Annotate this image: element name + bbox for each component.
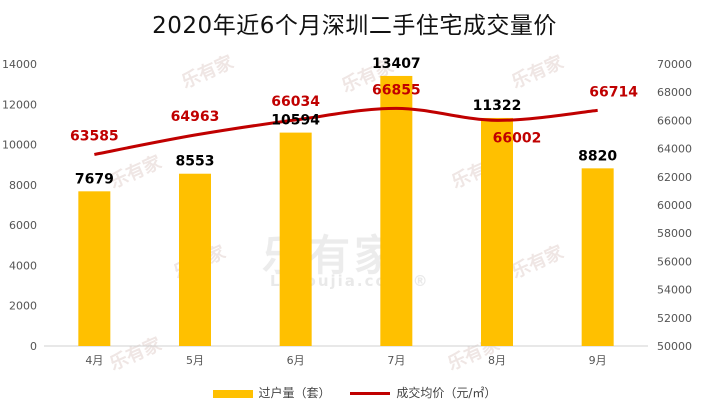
x-tick-label: 5月 (186, 354, 204, 367)
left-y-tick-label: 8000 (9, 179, 37, 192)
left-y-axis: 0 2000 4000 6000 8000 10000 12000 14000 (2, 58, 37, 353)
bar-value-label: 7679 (75, 171, 114, 187)
left-y-tick-label: 4000 (9, 259, 37, 272)
left-y-tick-label: 6000 (9, 219, 37, 232)
bar (279, 132, 312, 346)
x-tick-label: 9月 (589, 354, 607, 367)
chart-title: 2020年近6个月深圳二手住宅成交量价 (152, 13, 557, 39)
line-value-label: 66034 (271, 94, 320, 110)
bar-value-label: 11322 (473, 98, 522, 114)
right-y-tick-label: 56000 (657, 255, 692, 268)
bar (179, 173, 211, 346)
x-tick-label: 8月 (488, 354, 506, 367)
line-value-label: 66714 (589, 84, 638, 100)
right-y-tick-label: 64000 (657, 143, 692, 156)
bar-series (78, 75, 614, 347)
line-value-label: 64963 (171, 109, 220, 125)
legend-swatch-line (350, 392, 391, 395)
x-tick-label: 6月 (287, 354, 305, 367)
legend-swatch-bar (212, 389, 253, 398)
right-y-tick-label: 62000 (657, 171, 692, 184)
right-y-tick-label: 50000 (657, 340, 692, 353)
left-y-tick-label: 14000 (2, 58, 37, 71)
right-y-tick-label: 68000 (657, 86, 692, 99)
bar-value-label: 13407 (372, 56, 421, 72)
x-tick-label: 4月 (85, 354, 103, 367)
line-value-label: 66002 (493, 130, 542, 146)
bar-value-label: 10594 (271, 113, 320, 129)
bar-value-label: 8820 (578, 148, 617, 164)
right-y-tick-label: 58000 (657, 227, 692, 240)
left-y-tick-label: 12000 (2, 98, 37, 111)
bar (481, 117, 513, 347)
bar-data-labels: 7679 8553 10594 13407 11322 8820 (75, 56, 618, 187)
left-y-tick-label: 2000 (9, 300, 37, 313)
right-y-tick-label: 54000 (657, 284, 692, 297)
bar-value-label: 8553 (176, 154, 215, 170)
legend-label-line: 成交均价（元/㎡） (396, 386, 497, 400)
line-value-label: 63585 (70, 128, 119, 144)
right-y-tick-label: 70000 (657, 58, 692, 71)
left-y-tick-label: 0 (30, 340, 37, 353)
left-y-tick-label: 10000 (2, 139, 37, 152)
right-y-axis: 50000 52000 54000 56000 58000 60000 62000 64000… (657, 58, 692, 353)
x-axis: 4月 5月 6月 7月 8月 9月 (85, 354, 606, 367)
legend: 过户量（套） 成交均价（元/㎡） (0, 384, 709, 401)
right-y-tick-label: 66000 (657, 114, 692, 127)
right-y-tick-label: 52000 (657, 312, 692, 325)
legend-item-line: 成交均价（元/㎡） (350, 384, 496, 401)
legend-item-bar: 过户量（套） (212, 384, 331, 401)
right-y-tick-label: 60000 (657, 199, 692, 212)
bar (78, 191, 111, 346)
bar (581, 168, 614, 346)
x-tick-label: 7月 (387, 354, 405, 367)
legend-label-bar: 过户量（套） (258, 386, 331, 400)
bar (380, 75, 413, 347)
line-data-labels: 63585 64963 66034 66855 66002 66714 (70, 82, 638, 146)
price-line (94, 106, 598, 156)
line-value-label: 66855 (372, 82, 421, 98)
